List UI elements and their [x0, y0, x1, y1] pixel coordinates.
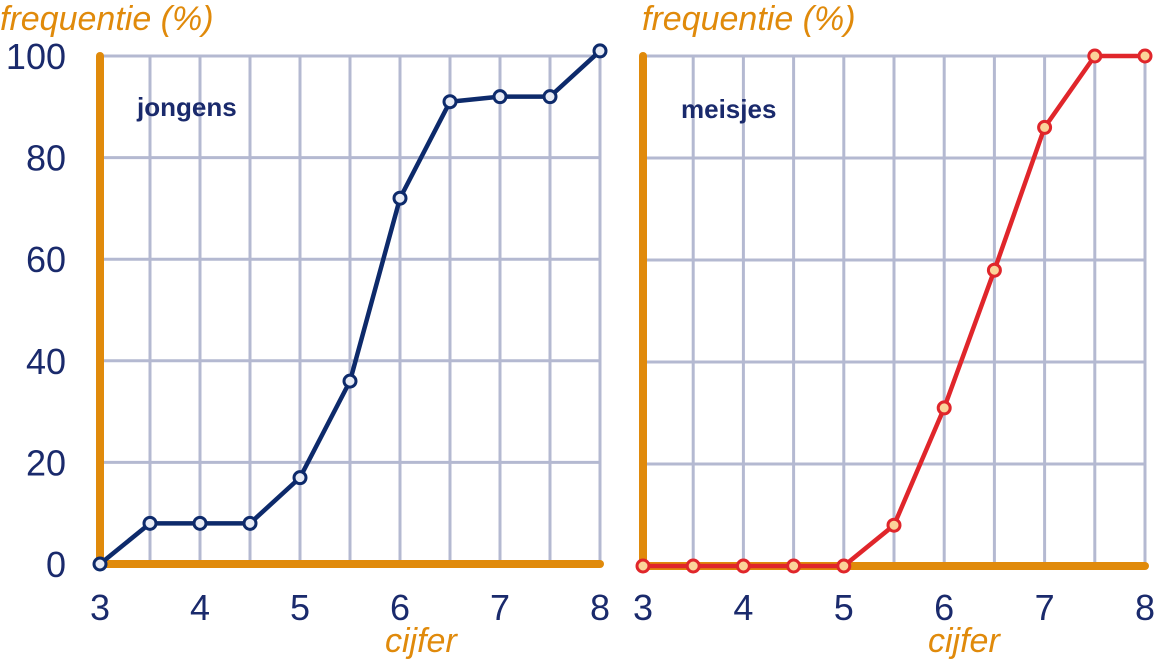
x-axis-title: cijfer	[928, 622, 1001, 660]
x-tick-label: 7	[1035, 587, 1055, 628]
grid	[100, 54, 602, 564]
data-point	[292, 470, 308, 486]
y-tick-label: 100	[6, 36, 66, 77]
data-point	[92, 556, 108, 572]
data-point	[886, 517, 902, 533]
x-tick-label: 6	[390, 587, 410, 628]
data-point	[392, 190, 408, 206]
data-point	[192, 515, 208, 531]
x-tick-label: 4	[190, 587, 210, 628]
data-point	[442, 94, 458, 110]
data-point	[1087, 48, 1103, 64]
data-point	[142, 515, 158, 531]
x-tick-label: 5	[290, 587, 310, 628]
data-point	[1137, 48, 1153, 64]
x-tick-label: 8	[590, 587, 610, 628]
data-point	[242, 515, 258, 531]
x-tick-label: 5	[834, 587, 854, 628]
y-tick-label: 20	[26, 442, 66, 483]
data-point	[836, 558, 852, 574]
data-point	[592, 43, 608, 59]
data-point	[635, 558, 651, 574]
data-point	[342, 373, 358, 389]
data-point	[492, 89, 508, 105]
y-tick-label: 80	[26, 138, 66, 179]
data-point	[986, 262, 1002, 278]
x-tick-label: 7	[490, 587, 510, 628]
data-point	[786, 558, 802, 574]
panel-label: jongens	[136, 92, 237, 122]
data-point	[685, 558, 701, 574]
data-point	[936, 400, 952, 416]
panel-label: meisjes	[681, 94, 776, 124]
y-tick-label: 40	[26, 341, 66, 382]
x-tick-label: 4	[733, 587, 753, 628]
x-axis-title: cijfer	[385, 622, 458, 660]
x-tick-label: 8	[1135, 587, 1154, 628]
data-point	[542, 89, 558, 105]
x-tick-label: 3	[90, 587, 110, 628]
data-point	[735, 558, 751, 574]
x-tick-label: 6	[934, 587, 954, 628]
y-tick-label: 60	[26, 239, 66, 280]
y-tick-label: 0	[46, 544, 66, 585]
chart-panel-meisjes: 3 4 5 6 7 8 frequentie (%) cijfer meisjes	[633, 0, 1154, 660]
y-axis-title: frequentie (%)	[0, 0, 214, 38]
data-point	[1037, 119, 1053, 135]
y-axis-title: frequentie (%)	[642, 0, 856, 38]
x-tick-label: 3	[633, 587, 653, 628]
grid	[643, 54, 1147, 566]
